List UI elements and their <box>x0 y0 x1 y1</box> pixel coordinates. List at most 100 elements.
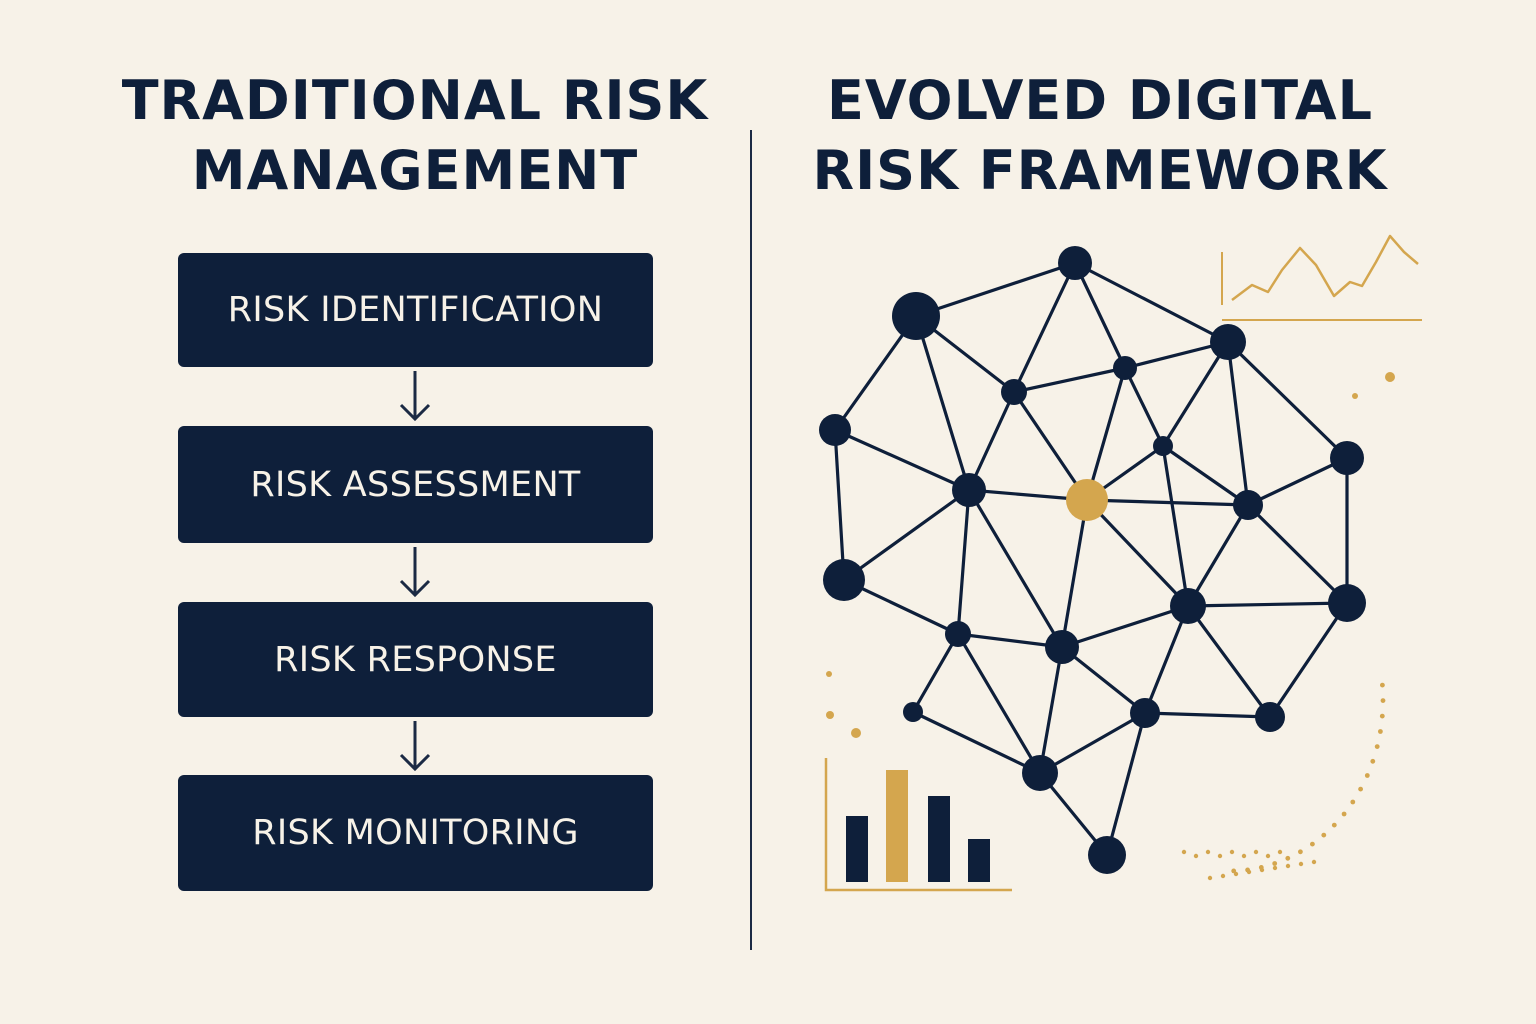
network-edge <box>914 261 1077 318</box>
network-edge <box>914 314 971 492</box>
network-edge <box>1038 711 1147 775</box>
bar <box>968 839 990 882</box>
network-edge <box>967 390 1016 492</box>
network-node <box>823 559 865 601</box>
traditional-title-line2: MANAGEMENT <box>191 139 639 202</box>
decorative-dot <box>1379 713 1385 719</box>
decorative-dot <box>1265 853 1271 859</box>
network-edge <box>1123 366 1165 448</box>
decorative-dot <box>1207 875 1213 881</box>
step-label: RISK IDENTIFICATION <box>227 290 604 330</box>
network-edge <box>1085 366 1127 502</box>
network-edge <box>1085 498 1190 608</box>
network-edge <box>1143 711 1272 719</box>
decorative-dot <box>1374 744 1380 749</box>
network-edge <box>1073 261 1230 344</box>
network-node <box>1233 490 1263 520</box>
network-edge <box>1012 366 1127 394</box>
bar <box>846 816 868 882</box>
network-edge <box>842 578 960 636</box>
network-node <box>1058 246 1092 280</box>
network-node <box>1088 836 1126 874</box>
network-node <box>1210 324 1246 360</box>
decorative-dot <box>1217 853 1223 859</box>
decorative-dot <box>1277 849 1283 855</box>
decorative-dot <box>1331 822 1337 828</box>
network-edge <box>911 710 1042 775</box>
step-risk-assessment: RISK ASSESSMENT <box>178 426 653 543</box>
traditional-title: TRADITIONAL RISK MANAGEMENT <box>60 66 770 206</box>
decorative-dot <box>1229 849 1235 855</box>
decorative-dot <box>1350 799 1356 805</box>
decorative-dot <box>1285 855 1291 861</box>
decorative-dot <box>1352 393 1358 399</box>
decorative-dot <box>826 711 834 719</box>
network-edge <box>956 632 1064 649</box>
decorative-dot <box>1298 849 1303 855</box>
network-node <box>1255 702 1285 732</box>
down-arrow-icon <box>399 721 431 772</box>
step-risk-response: RISK RESPONSE <box>178 602 653 717</box>
network-node <box>1328 584 1366 622</box>
decorative-dot <box>1285 863 1291 869</box>
evolved-title-line1: EVOLVED DIGITAL <box>826 69 1374 132</box>
network-edge <box>1226 340 1349 460</box>
evolved-title: EVOLVED DIGITAL RISK FRAMEWORK <box>780 66 1420 206</box>
step-label: RISK RESPONSE <box>274 639 557 680</box>
network-edge <box>1246 456 1349 507</box>
network-nodes <box>819 246 1366 874</box>
network-node <box>892 292 940 340</box>
network-node <box>952 473 986 507</box>
decorative-dot <box>851 728 861 738</box>
decorative-dot <box>1321 832 1327 838</box>
network-edge <box>842 488 971 582</box>
decorative-dot <box>1205 849 1211 855</box>
decorative-dot <box>1378 729 1383 734</box>
down-arrow-icon <box>399 371 431 422</box>
network-edge <box>1143 604 1190 715</box>
network-edge <box>1060 604 1190 649</box>
network-node <box>1022 755 1058 791</box>
network-node <box>1130 698 1160 728</box>
network-node <box>903 702 923 722</box>
network-edge <box>1161 340 1230 448</box>
decorative-dot <box>1310 841 1315 847</box>
bar <box>928 796 950 882</box>
network-edge <box>1105 711 1147 857</box>
bar-chart-icon <box>824 758 1012 892</box>
decorative-dot <box>1181 849 1187 855</box>
network-node <box>1001 379 1027 405</box>
network-edge <box>1226 340 1250 507</box>
decorative-dot <box>1370 758 1376 764</box>
network-edge <box>911 632 960 714</box>
network-edge <box>956 632 1042 775</box>
network-edge <box>1161 444 1250 507</box>
network-edge <box>833 428 846 582</box>
decorative-dot <box>1220 873 1226 879</box>
network-edge <box>967 488 1064 649</box>
decorative-dot <box>1241 853 1247 859</box>
decorative-dot <box>1272 861 1278 866</box>
network-edge <box>1085 498 1250 507</box>
network-node <box>1153 436 1173 456</box>
network-node <box>1330 441 1364 475</box>
decorative-dots <box>826 372 1395 881</box>
decorative-dot <box>1380 698 1386 703</box>
decorative-dot <box>1385 372 1395 382</box>
network-edge <box>1186 601 1349 608</box>
decorative-dot <box>1253 849 1259 855</box>
step-label: RISK ASSESSMENT <box>250 464 581 505</box>
network-edge <box>1186 503 1250 608</box>
decorative-dot <box>1380 682 1385 688</box>
network-edge <box>1060 498 1089 649</box>
center-divider <box>750 130 752 950</box>
network-node <box>945 621 971 647</box>
network-edge <box>1038 645 1064 775</box>
network-edge <box>1161 444 1190 608</box>
decorative-dot <box>1259 867 1265 873</box>
evolved-title-line2: RISK FRAMEWORK <box>812 139 1388 202</box>
network-edge <box>1268 601 1349 719</box>
network-edges <box>833 261 1349 857</box>
